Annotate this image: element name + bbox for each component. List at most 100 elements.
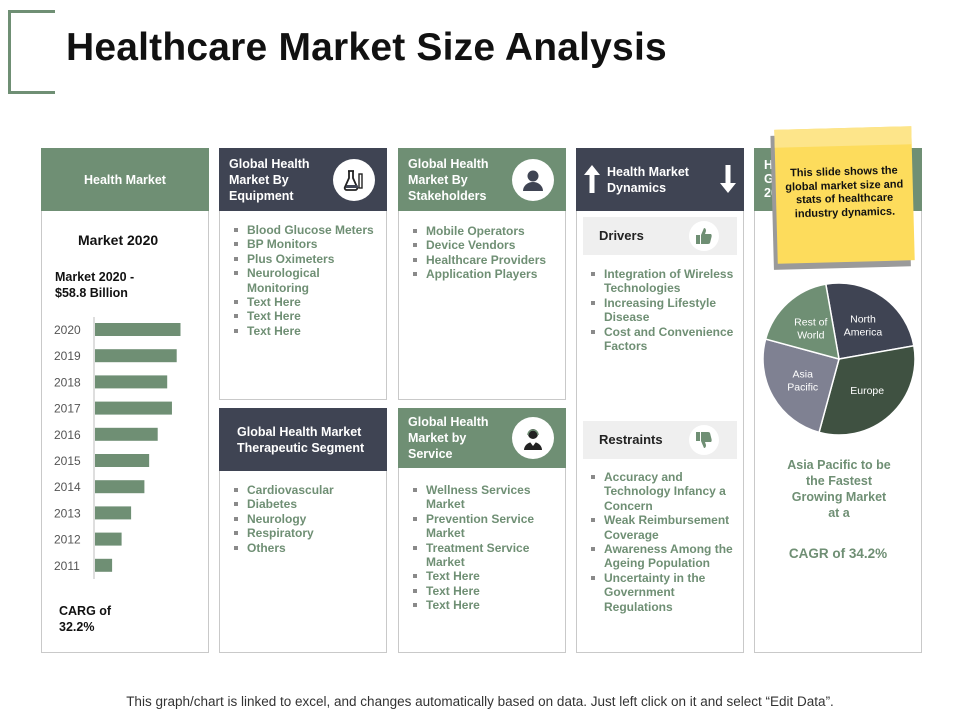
- cagr-label: CAGR of 34.2%: [788, 546, 888, 561]
- bar: [95, 349, 177, 363]
- stakeholders-panel: Global Health Market By Stakeholders Mob…: [398, 148, 566, 400]
- list-item: Text Here: [411, 584, 559, 598]
- thumbs-up-icon: [689, 221, 719, 251]
- geography-panel: He G 20 North America Europe Asia Pacific Res…: [754, 148, 922, 653]
- growth-caption: Asia Pacific to be the Fastest Growing M…: [787, 458, 891, 520]
- therapeutic-list: Cardiovascular Diabetes Neurology Respirato…: [232, 483, 377, 555]
- list-item: Device Vendors: [411, 238, 559, 252]
- bar: [95, 558, 113, 572]
- list-item: Prevention Service Market: [411, 512, 559, 541]
- sticky-note: This slide shows the global market size …: [774, 126, 915, 264]
- bar: [95, 375, 168, 389]
- list-item: Integration of Wireless Technologies: [589, 267, 737, 296]
- health-market-panel: Health Market Market 2020 Market 2020 - …: [41, 148, 209, 653]
- list-item: Wellness Services Market: [411, 483, 559, 512]
- thumbs-down-icon: [689, 425, 719, 455]
- equipment-panel: Global Health Market By Equipment Blood …: [219, 148, 387, 400]
- therapeutic-header-label: Global Health Market Therapeutic Segment: [237, 424, 365, 455]
- pie-label: Europe: [850, 385, 884, 397]
- list-item: Application Players: [411, 267, 559, 281]
- list-item: Others: [232, 541, 377, 555]
- list-item: Accuracy and Technology Infancy a Concer…: [589, 470, 737, 513]
- equipment-header-label: Global Health Market By Equipment: [229, 156, 310, 203]
- doctor-icon: [512, 417, 554, 459]
- drivers-tag: Drivers: [583, 217, 737, 255]
- pie-slice: [764, 283, 840, 361]
- drivers-label: Drivers: [599, 228, 644, 243]
- pie-label: North America: [844, 313, 883, 338]
- carg-label: CARG of 32.2%: [59, 604, 112, 634]
- bar: [95, 427, 158, 441]
- list-item: Text Here: [411, 569, 559, 583]
- sticky-note-tab: [774, 126, 912, 148]
- market-bar-chart: 2020 2019 2018 2017 2016 2015 2014 2013 2012 2011: [54, 317, 181, 579]
- bar: [95, 506, 132, 520]
- sticky-note-text: This slide shows the global market size …: [785, 164, 904, 220]
- pie-label: Asia Pacific: [787, 368, 818, 393]
- list-item: Neurology: [232, 512, 377, 526]
- dynamics-header: Health Market Dynamics: [576, 148, 744, 211]
- service-header: Global Health Market by Service: [398, 408, 566, 468]
- restraints-list: Accuracy and Technology Infancy a Concer…: [589, 470, 737, 614]
- restraints-label: Restraints: [599, 432, 663, 447]
- service-panel: Global Health Market by Service Wellness…: [398, 408, 566, 653]
- list-item: Text Here: [232, 324, 377, 338]
- slide-title: Healthcare Market Size Analysis: [66, 26, 667, 69]
- bar-label: 2020: [54, 323, 81, 337]
- health-market-header: Health Market: [41, 148, 209, 211]
- region-pie-chart: North America Europe Asia Pacific Rest of Worl…: [762, 282, 916, 436]
- user-icon: [512, 158, 554, 201]
- list-item: Treatment Service Market: [411, 541, 559, 570]
- bar: [95, 401, 172, 415]
- pie-label: Rest of World: [794, 317, 827, 342]
- service-header-label: Global Health Market by Service: [408, 415, 489, 461]
- bar: [95, 532, 122, 546]
- dynamics-header-label: Health Market Dynamics: [607, 164, 689, 195]
- list-item: Healthcare Providers: [411, 253, 559, 267]
- dynamics-panel: Health Market Dynamics Drivers Integrati…: [576, 148, 744, 653]
- list-item: Plus Oximeters: [232, 252, 377, 266]
- health-market-header-label: Health Market: [84, 172, 166, 187]
- list-item: Awareness Among the Ageing Population: [589, 542, 737, 571]
- stakeholders-list: Mobile Operators Device Vendors Healthcare…: [411, 224, 559, 282]
- list-item: Respiratory: [232, 526, 377, 540]
- therapeutic-header: Global Health Market Therapeutic Segment: [219, 408, 387, 471]
- restraints-tag: Restraints: [583, 421, 737, 459]
- pie-slice: [762, 338, 840, 434]
- title-bracket: [8, 10, 55, 94]
- equipment-list: Blood Glucose Meters BP Monitors Plus Oxim…: [232, 223, 377, 338]
- bar: [95, 454, 150, 467]
- bar: [95, 323, 181, 336]
- list-item: Increasing Lifestyle Disease: [589, 296, 737, 325]
- footer-note: This graph/chart is linked to excel, and…: [126, 694, 834, 709]
- list-item: Neurological Monitoring: [232, 266, 377, 295]
- list-item: Text Here: [232, 309, 377, 323]
- bar-label: 2013: [54, 506, 81, 520]
- market-2020-value: Market 2020 - $58.8 Billion: [55, 270, 135, 300]
- list-item: Diabetes: [232, 497, 377, 511]
- bar-label: 2012: [54, 533, 81, 547]
- therapeutic-panel: Global Health Market Therapeutic Segment…: [219, 408, 387, 653]
- market-2020-label: Market 2020: [78, 232, 159, 248]
- stakeholders-header: Global Health Market By Stakeholders: [398, 148, 566, 211]
- bar-label: 2016: [54, 428, 81, 442]
- bar-label: 2017: [54, 402, 81, 416]
- bar-label: 2014: [54, 480, 81, 494]
- list-item: Weak Reimbursement Coverage: [589, 513, 737, 542]
- list-item: Mobile Operators: [411, 224, 559, 238]
- equipment-header: Global Health Market By Equipment: [219, 148, 387, 211]
- bar-label: 2015: [54, 454, 81, 468]
- list-item: Cost and Convenience Factors: [589, 325, 737, 354]
- stakeholders-header-label: Global Health Market By Stakeholders: [408, 156, 489, 203]
- bar-label: 2011: [54, 559, 80, 573]
- pie-slice: [824, 282, 915, 360]
- list-item: BP Monitors: [232, 237, 377, 251]
- service-list: Wellness Services Market Prevention Servi…: [411, 483, 559, 613]
- bar: [95, 480, 145, 494]
- list-item: Cardiovascular: [232, 483, 377, 497]
- pie-slice: [818, 344, 916, 436]
- bar-label: 2019: [54, 349, 81, 363]
- list-item: Blood Glucose Meters: [232, 223, 377, 237]
- arrow-down-icon: [720, 165, 736, 197]
- lab-flask-icon: [333, 158, 375, 201]
